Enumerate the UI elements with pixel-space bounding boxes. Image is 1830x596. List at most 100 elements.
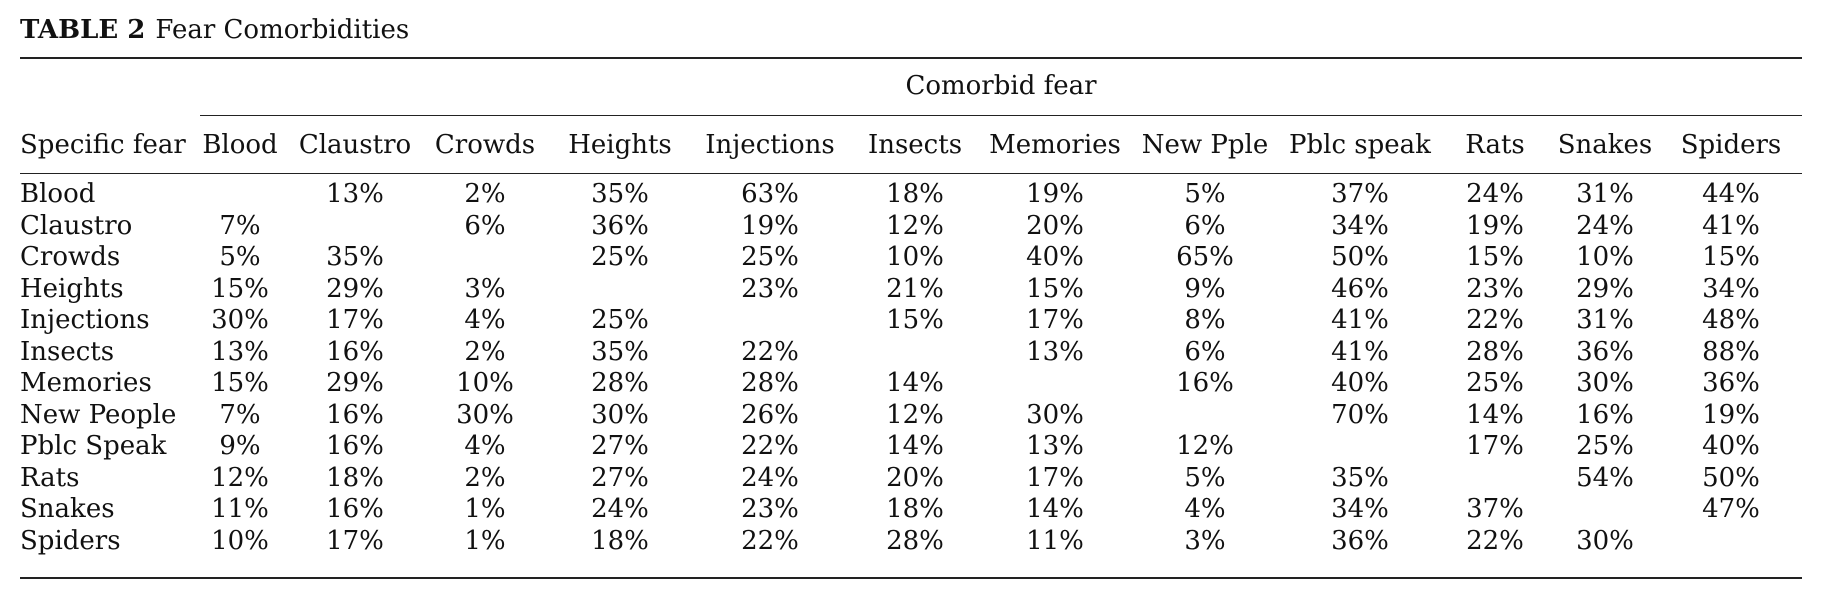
- table-cell: 23%: [741, 273, 799, 304]
- table-cell: 1%: [464, 525, 506, 556]
- table-cell: 65%: [1176, 242, 1234, 272]
- table-cell: 24%: [741, 462, 799, 493]
- table-cell: 28%: [591, 368, 649, 398]
- table-cell: 16%: [1176, 368, 1234, 398]
- group-header-rule: [200, 115, 1802, 117]
- table-cell: 22%: [741, 431, 799, 461]
- table-caption: TABLE 2 Fear Comorbidities: [20, 10, 409, 50]
- row-label: Injections: [20, 305, 150, 335]
- table-cell: 17%: [1026, 462, 1084, 493]
- header-rule: [20, 173, 1802, 175]
- table-row: Blood 13% 2% 35% 63% 18% 19% 5% 37% 24% 31% 44%: [20, 167, 1802, 211]
- table-row: Spiders 10% 17% 1% 18% 22% 28% 11% 3% 36% 22% 30%: [20, 526, 1802, 558]
- table-cell: 30%: [1576, 525, 1634, 556]
- table-cell: 16%: [326, 336, 384, 367]
- table-cell: 14%: [1466, 399, 1524, 430]
- table-cell: 20%: [886, 462, 944, 493]
- table-cell: [1660, 526, 1802, 558]
- column-header: New Pple: [1141, 129, 1269, 160]
- table-cell: 25%: [591, 305, 649, 335]
- table-cell: 19%: [1702, 399, 1760, 430]
- table-cell: 15%: [1702, 242, 1760, 272]
- table-cell: 36%: [591, 210, 649, 241]
- table-cell: 27%: [591, 462, 649, 493]
- row-label: New People: [20, 399, 177, 430]
- table-cell: 2%: [464, 179, 506, 209]
- table-cell: 2%: [464, 462, 506, 493]
- table-cell: 16%: [326, 431, 384, 461]
- row-label: Snakes: [20, 494, 115, 524]
- table-cell: 12%: [886, 210, 944, 241]
- table-cell: 11%: [211, 494, 269, 524]
- table-cell: 36%: [1331, 525, 1389, 556]
- column-header: Heights: [568, 129, 672, 160]
- table-cell: [1130, 400, 1280, 432]
- row-label: Memories: [20, 368, 152, 398]
- table-cell: 13%: [211, 336, 269, 367]
- table-cell: 18%: [886, 179, 944, 209]
- table-cell: 15%: [1026, 273, 1084, 304]
- table-cell: [290, 211, 420, 243]
- table-cell: 10%: [456, 368, 514, 398]
- table-cell: 7%: [219, 210, 261, 241]
- table-cell: 31%: [1576, 179, 1634, 209]
- column-header: Claustro: [298, 129, 412, 160]
- group-header: Comorbid fear: [905, 71, 1097, 101]
- table-cell: [1280, 431, 1440, 463]
- table-cell: 37%: [1466, 494, 1524, 524]
- row-label: Crowds: [20, 242, 121, 272]
- table-cell: 5%: [219, 242, 261, 272]
- table-cell: [1440, 463, 1550, 495]
- column-header: Memories: [989, 129, 1121, 160]
- table-cell: 6%: [1184, 210, 1226, 241]
- table-cell: 19%: [1026, 179, 1084, 209]
- table-cell: 41%: [1331, 336, 1389, 367]
- table-cell: 50%: [1331, 242, 1389, 272]
- column-header: Rats: [1465, 129, 1525, 160]
- column-header: Injections: [705, 129, 835, 160]
- table-cell: 41%: [1702, 210, 1760, 241]
- table-cell: 13%: [1026, 431, 1084, 461]
- table-cell: 36%: [1702, 368, 1760, 398]
- table-cell: 30%: [456, 399, 514, 430]
- row-header: Specific fear: [20, 129, 186, 160]
- table-cell: 40%: [1026, 242, 1084, 272]
- table-cell: 10%: [886, 242, 944, 272]
- table-cell: 30%: [1576, 368, 1634, 398]
- table-cell: 14%: [886, 368, 944, 398]
- table-cell: 22%: [741, 525, 799, 556]
- table-cell: 34%: [1702, 273, 1760, 304]
- table-cell: 6%: [464, 210, 506, 241]
- table-cell: 3%: [1184, 525, 1226, 556]
- table-cell: 44%: [1702, 179, 1760, 209]
- table-cell: 24%: [591, 494, 649, 524]
- table-cell: 23%: [1466, 273, 1524, 304]
- table-cell: 22%: [1466, 525, 1524, 556]
- table-cell: 16%: [326, 494, 384, 524]
- table-row: Crowds 5% 35% 25% 25% 10% 40% 65% 50% 15% 10% 15%: [20, 242, 1802, 274]
- table-cell: 26%: [741, 399, 799, 430]
- table-cell: 15%: [211, 368, 269, 398]
- table-cell: 18%: [886, 494, 944, 524]
- table-row: Rats 12% 18% 2% 27% 24% 20% 17% 5% 35% 54% 50%: [20, 463, 1802, 495]
- fear-comorbidity-table: Specific fear Blood Claustro Crowds Heights…: [20, 122, 1802, 557]
- row-label: Pblc Speak: [20, 431, 167, 461]
- table-row: Heights 15% 29% 3% 23% 21% 15% 9% 46% 23% 29% 34%: [20, 274, 1802, 306]
- row-label: Claustro: [20, 210, 133, 241]
- column-header: Pblc speak: [1289, 129, 1431, 160]
- table-cell: [690, 305, 850, 337]
- column-header: Blood: [202, 129, 278, 160]
- table-cell: 35%: [591, 336, 649, 367]
- table-cell: 11%: [1026, 525, 1084, 556]
- table-cell: 29%: [1576, 273, 1634, 304]
- table-cell: 35%: [591, 179, 649, 209]
- table-cell: 12%: [211, 462, 269, 493]
- table-cell: [1550, 494, 1660, 526]
- table-cell: 29%: [326, 368, 384, 398]
- table-cell: 20%: [1026, 210, 1084, 241]
- table-cell: 15%: [1466, 242, 1524, 272]
- table-cell: 24%: [1466, 179, 1524, 209]
- table-cell: 3%: [464, 273, 506, 304]
- column-header: Crowds: [434, 129, 536, 160]
- table-cell: 28%: [1466, 336, 1524, 367]
